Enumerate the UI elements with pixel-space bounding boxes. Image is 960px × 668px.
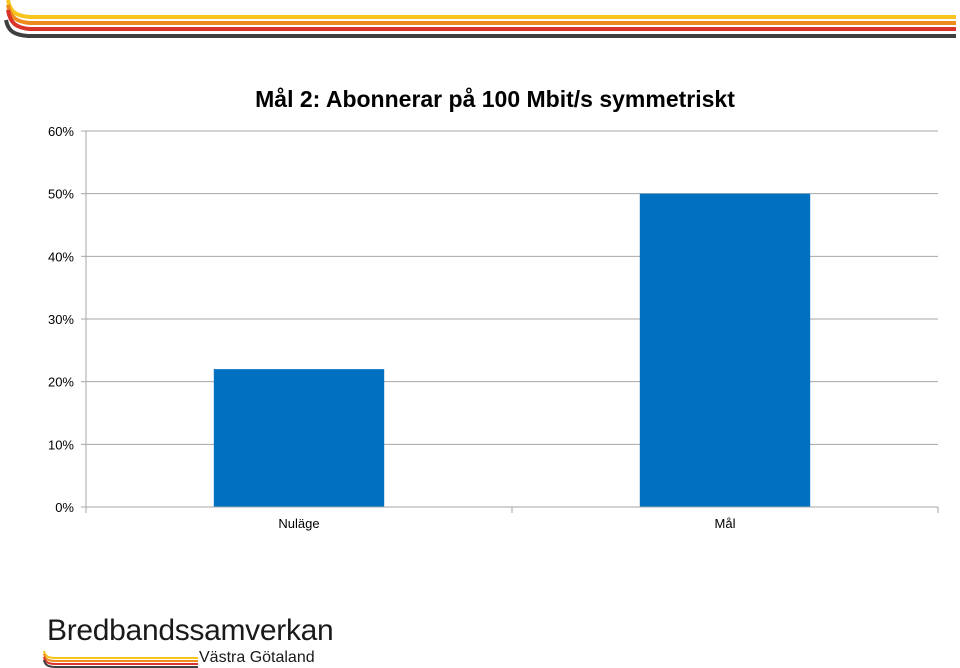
brand-logo-lines [43, 650, 198, 668]
x-axis-categories: Nuläge Mål [278, 516, 735, 531]
x-category-label: Nuläge [278, 516, 319, 531]
y-tick-label: 50% [48, 187, 74, 202]
chart-title: Mål 2: Abonnerar på 100 Mbit/s symmetris… [255, 86, 735, 112]
stripe-red [6, 9, 956, 31]
bar-1 [213, 369, 385, 507]
header-stripes [4, 0, 956, 38]
stripe-orange [6, 4, 956, 25]
y-tick-label: 60% [48, 124, 74, 139]
bar-2 [639, 193, 811, 507]
brand-name: Bredbandssamverkan [47, 614, 334, 647]
y-tick-label: 20% [48, 375, 74, 390]
brand-region: Västra Götaland [199, 649, 315, 666]
y-axis-ticks: 0% 10% 20% 30% 40% 50% 60% [48, 124, 86, 515]
bar-chart: Mål 2: Abonnerar på 100 Mbit/s symmetris… [48, 86, 939, 531]
brand-logo: Bredbandssamverkan Västra Götaland [42, 614, 342, 668]
y-tick-label: 30% [48, 312, 74, 327]
stripe-dark [4, 19, 956, 38]
bars [213, 193, 811, 507]
y-tick-label: 0% [55, 500, 74, 515]
y-tick-label: 10% [48, 437, 74, 452]
stripe-yellow [6, 0, 956, 19]
y-tick-label: 40% [48, 249, 74, 264]
x-category-label: Mål [715, 516, 736, 531]
